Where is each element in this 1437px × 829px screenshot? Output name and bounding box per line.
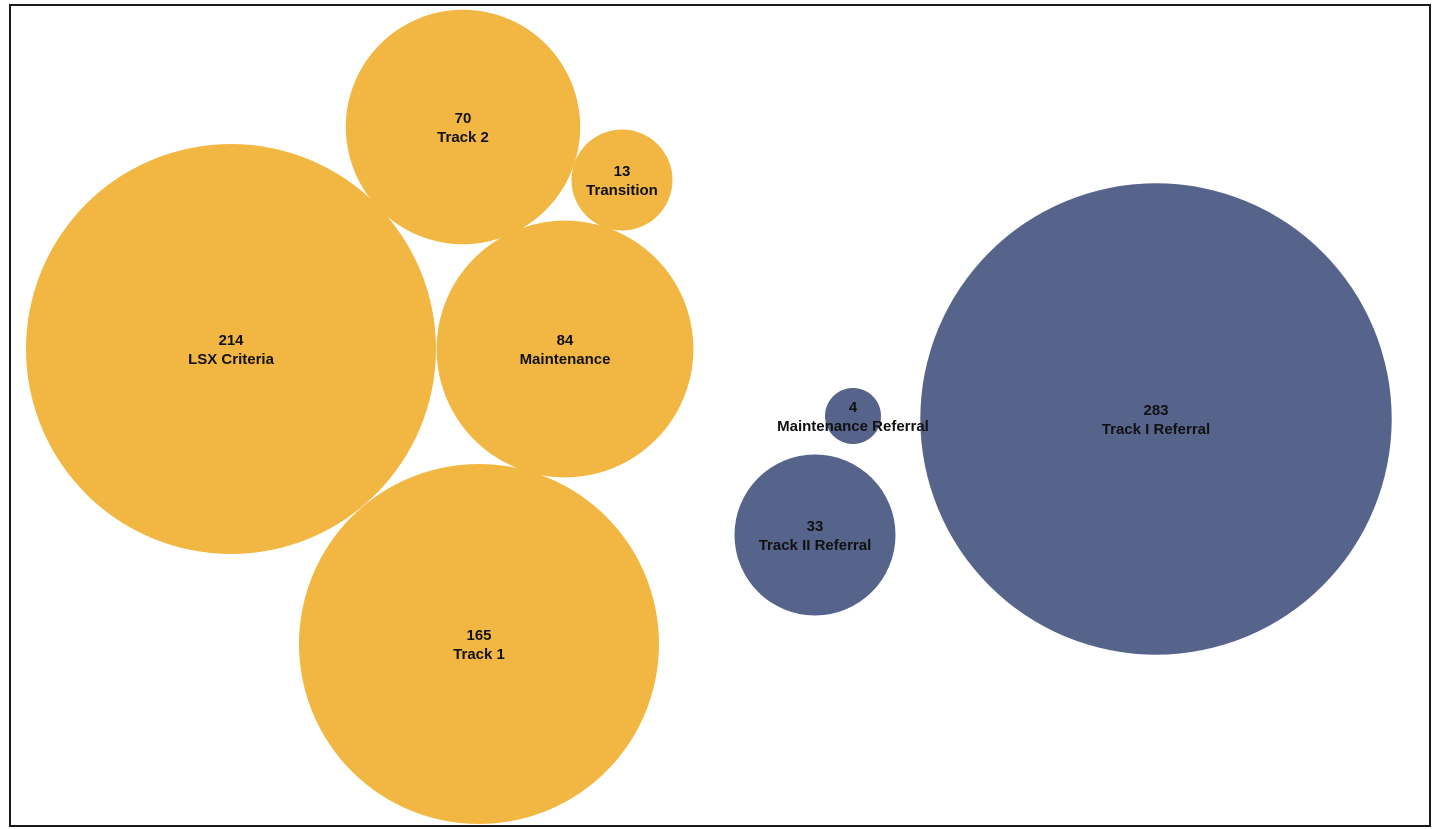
bubble-label-maintenance: Maintenance bbox=[520, 351, 611, 368]
bubble-label-track-ii-referral: Track II Referral bbox=[759, 537, 872, 554]
bubble-value-lsx-criteria: 214 bbox=[218, 332, 244, 349]
bubble-track-1 bbox=[299, 464, 659, 824]
bubble-label-transition: Transition bbox=[586, 182, 658, 199]
bubble-track-i-referral bbox=[920, 183, 1392, 655]
bubble-maintenance-referral bbox=[825, 388, 881, 444]
bubble-maintenance bbox=[436, 220, 694, 478]
bubble-label-lsx-criteria: LSX Criteria bbox=[188, 351, 275, 368]
bubble-label-track-1: Track 1 bbox=[453, 646, 505, 663]
bubble-value-transition: 13 bbox=[614, 163, 631, 180]
bubble-label-maintenance-referral: Maintenance Referral bbox=[777, 418, 929, 435]
bubble-value-maintenance: 84 bbox=[557, 332, 574, 349]
bubble-track-ii-referral bbox=[734, 454, 896, 616]
bubble-label-track-2: Track 2 bbox=[437, 129, 489, 146]
bubble-transition bbox=[571, 129, 673, 231]
bubble-label-track-i-referral: Track I Referral bbox=[1102, 421, 1210, 438]
bubble-track-2 bbox=[345, 9, 581, 245]
bubble-value-track-ii-referral: 33 bbox=[807, 518, 824, 535]
bubble-lsx-criteria bbox=[26, 144, 436, 554]
bubble-value-track-2: 70 bbox=[455, 110, 472, 127]
bubble-value-track-1: 165 bbox=[466, 627, 491, 644]
bubble-value-track-i-referral: 283 bbox=[1143, 402, 1168, 419]
bubble-value-maintenance-referral: 4 bbox=[849, 399, 858, 416]
